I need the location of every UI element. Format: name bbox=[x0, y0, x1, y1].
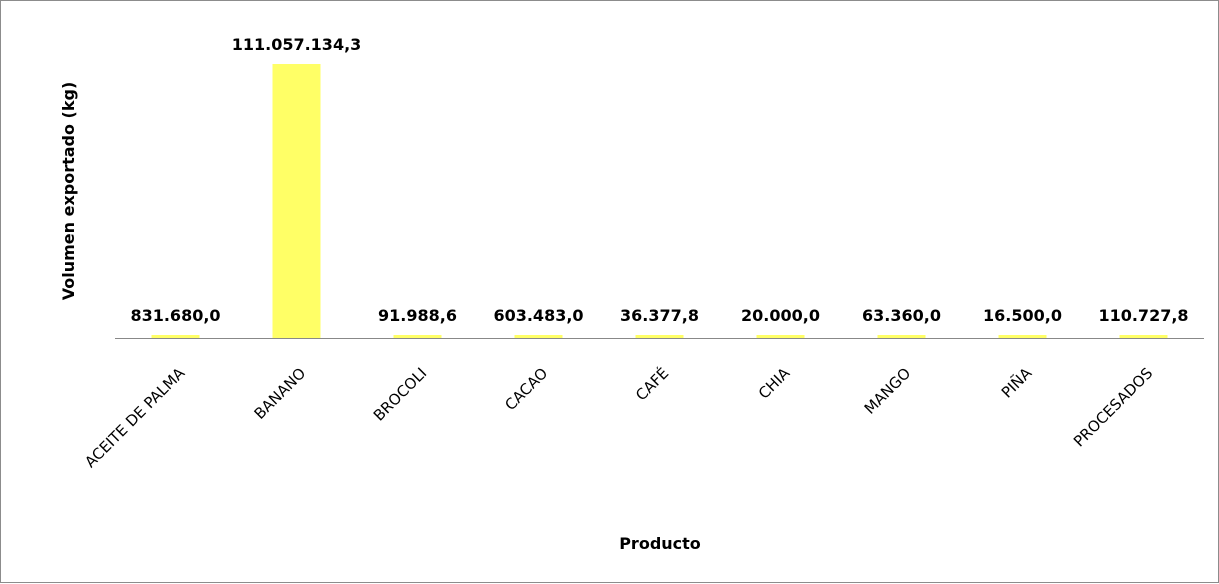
x-tick-label-aceite-de-palma: ACEITE DE PALMA bbox=[81, 364, 189, 472]
data-labels-group: 831.680,0 111.057.134,3 91.988,6 603.483,0 3… bbox=[130, 35, 1188, 325]
x-tick-label-chia: CHIA bbox=[755, 364, 794, 403]
x-tick-label-brocoli: BROCOLI bbox=[370, 364, 431, 425]
data-label-aceite-de-palma: 831.680,0 bbox=[130, 306, 220, 325]
x-tick-labels-group: ACEITE DE PALMA BANANO BROCOLI CACAO CAFÉ CHI… bbox=[81, 363, 1156, 471]
bar-aceite-de-palma bbox=[151, 335, 200, 338]
bar-procesados bbox=[1119, 335, 1168, 338]
bar-cafe bbox=[635, 335, 684, 338]
x-tick-label-pina: PIÑA bbox=[997, 363, 1036, 402]
bar-chia bbox=[756, 335, 805, 338]
bar-banano bbox=[272, 64, 321, 338]
data-label-cacao: 603.483,0 bbox=[493, 306, 583, 325]
bar-cacao bbox=[514, 335, 563, 338]
x-tick-label-banano: BANANO bbox=[251, 364, 310, 423]
data-label-cafe: 36.377,8 bbox=[620, 306, 699, 325]
data-label-chia: 20.000,0 bbox=[741, 306, 820, 325]
bar-mango bbox=[877, 335, 926, 338]
x-tick-label-cafe: CAFÉ bbox=[631, 363, 672, 404]
bar-pina bbox=[998, 335, 1047, 338]
data-label-brocoli: 91.988,6 bbox=[378, 306, 457, 325]
x-tick-label-cacao: CACAO bbox=[501, 364, 551, 414]
data-label-banano: 111.057.134,3 bbox=[232, 35, 362, 54]
x-tick-label-mango: MANGO bbox=[861, 364, 915, 418]
bars-group bbox=[151, 64, 1168, 338]
data-label-procesados: 110.727,8 bbox=[1098, 306, 1188, 325]
y-axis-title: Volumen exportado (kg) bbox=[59, 82, 78, 301]
data-label-mango: 63.360,0 bbox=[862, 306, 941, 325]
bar-brocoli bbox=[393, 335, 442, 338]
data-label-pina: 16.500,0 bbox=[983, 306, 1062, 325]
x-axis-title: Producto bbox=[619, 534, 701, 553]
x-tick-label-procesados: PROCESADOS bbox=[1070, 364, 1156, 450]
